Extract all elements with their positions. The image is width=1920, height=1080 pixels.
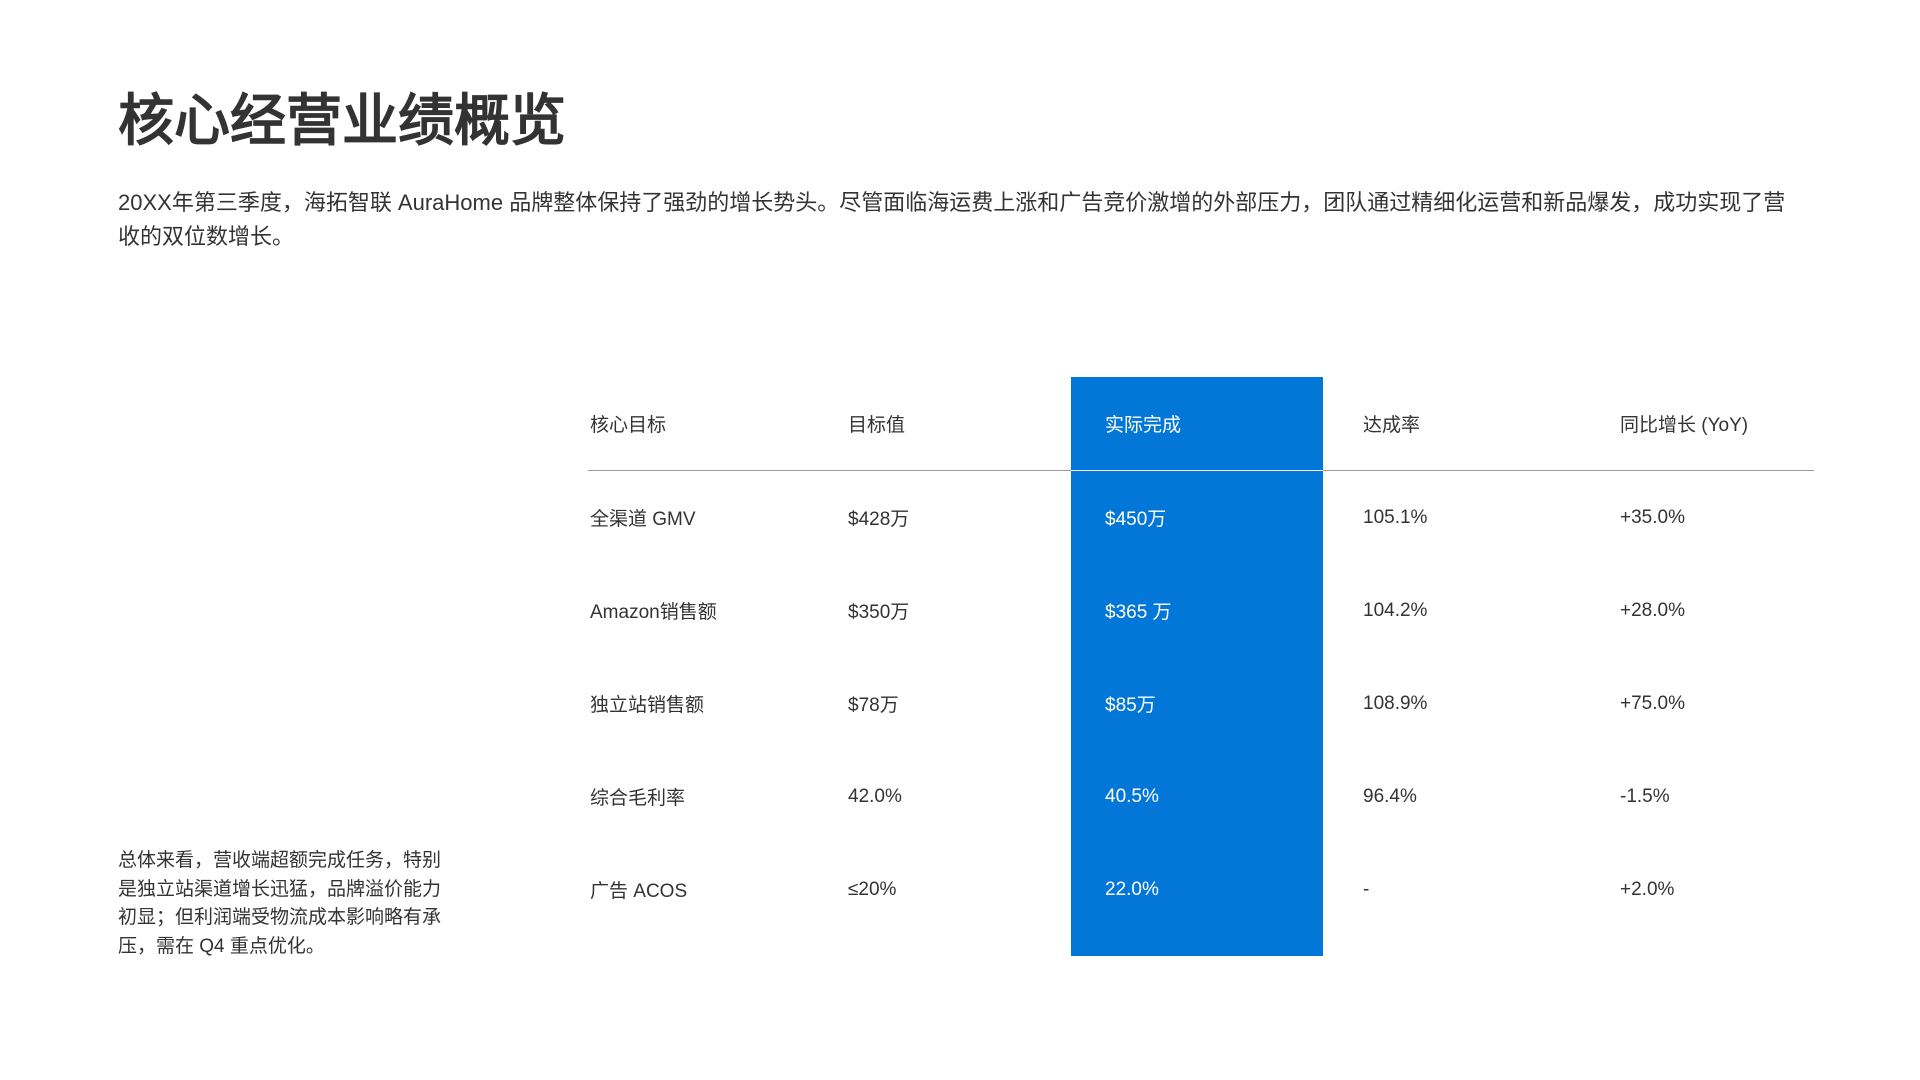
header-achievement-rate: 达成率: [1363, 415, 1421, 436]
cell-actual: 22.0%: [1105, 878, 1159, 900]
table-row: Amazon销售额 $350万 $365 万 104.2% +28.0%: [588, 564, 1814, 657]
cell-actual: $85万: [1105, 695, 1156, 716]
table-row: 独立站销售额 $78万 $85万 108.9% +75.0%: [588, 657, 1814, 750]
actual-column-highlight: [1071, 377, 1323, 956]
cell-target: ≤20%: [848, 878, 897, 900]
header-core-goal: 核心目标: [590, 415, 667, 436]
header-target: 目标值: [848, 415, 906, 436]
cell-target: $428万: [848, 509, 910, 530]
cell-goal: 独立站销售额: [590, 695, 705, 716]
header-actual: 实际完成: [1105, 415, 1182, 436]
cell-actual: $365 万: [1105, 602, 1172, 623]
cell-rate: 108.9%: [1363, 692, 1428, 714]
intro-paragraph: 20XX年第三季度，海拓智联 AuraHome 品牌整体保持了强劲的增长势头。尽…: [118, 190, 1786, 249]
table-row: 全渠道 GMV $428万 $450万 105.1% +35.0%: [588, 471, 1814, 564]
cell-target: $78万: [848, 695, 899, 716]
table-row: 综合毛利率 42.0% 40.5% 96.4% -1.5%: [588, 750, 1814, 843]
cell-target: 42.0%: [848, 785, 902, 807]
cell-yoy: -1.5%: [1620, 785, 1670, 807]
cell-rate: 96.4%: [1363, 785, 1417, 807]
header-divider-gap: [1071, 470, 1323, 471]
table-header-row: 核心目标 目标值 实际完成 达成率 同比增长 (YoY): [588, 377, 1814, 471]
table-row: 广告 ACOS ≤20% 22.0% - +2.0%: [588, 843, 1814, 936]
cell-rate: 104.2%: [1363, 599, 1428, 621]
cell-yoy: +2.0%: [1620, 878, 1675, 900]
header-yoy: 同比增长 (YoY): [1620, 415, 1749, 436]
cell-actual: 40.5%: [1105, 785, 1159, 807]
cell-goal: Amazon销售额: [590, 602, 717, 623]
cell-target: $350万: [848, 602, 910, 623]
kpi-table: 核心目标 目标值 实际完成 达成率 同比增长 (YoY) 全渠道 GMV $42…: [588, 377, 1814, 936]
cell-goal: 综合毛利率: [590, 788, 686, 809]
cell-goal: 广告 ACOS: [590, 881, 688, 902]
cell-yoy: +35.0%: [1620, 506, 1685, 528]
page-title: 核心经营业绩概览: [118, 89, 566, 152]
cell-goal: 全渠道 GMV: [590, 509, 696, 530]
cell-rate: 105.1%: [1363, 506, 1428, 528]
cell-yoy: +75.0%: [1620, 692, 1685, 714]
cell-actual: $450万: [1105, 509, 1167, 530]
cell-yoy: +28.0%: [1620, 599, 1685, 621]
table-body: 全渠道 GMV $428万 $450万 105.1% +35.0% Amazon…: [588, 471, 1814, 936]
summary-note: 总体来看，营收端超额完成任务，特别是独立站渠道增长迅猛，品牌溢价能力初显；但利润…: [118, 850, 442, 957]
cell-rate: -: [1363, 878, 1370, 900]
